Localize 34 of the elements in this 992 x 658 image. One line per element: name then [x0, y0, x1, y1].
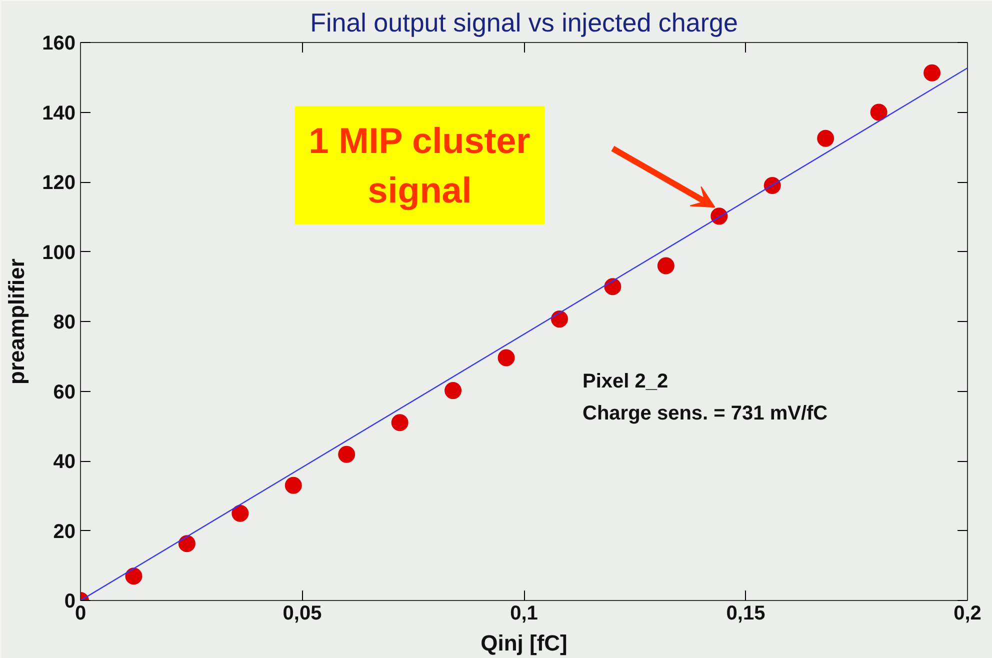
x-tick-label: 0,05	[282, 602, 322, 624]
point	[178, 535, 196, 552]
point	[817, 130, 834, 147]
y-tick-label: 20	[53, 520, 76, 543]
point	[870, 104, 888, 121]
annotation: 1 MIP cluster signal	[308, 120, 530, 210]
x-tick-label: 0,1	[510, 602, 538, 624]
point	[391, 414, 408, 432]
chart-title: Final output signal vs injected charge	[310, 8, 738, 38]
point	[604, 278, 622, 296]
y-tick-label: 80	[53, 312, 76, 334]
annotation: Charge sens. = 731 mV/fC	[582, 402, 828, 424]
y-tick-label: 100	[42, 242, 76, 264]
y-axis-title: preamplifier	[4, 258, 30, 384]
point	[924, 64, 941, 82]
y-tick-label: 120	[42, 172, 76, 194]
point	[125, 568, 142, 585]
point	[657, 257, 674, 274]
point	[284, 476, 302, 494]
x-tick-label: 0,2	[954, 602, 982, 624]
point	[710, 208, 728, 225]
point	[232, 504, 249, 522]
point	[498, 349, 515, 366]
point	[550, 310, 568, 328]
annotation: Pixel 2_2	[582, 370, 668, 392]
point	[444, 382, 462, 400]
x-tick-label: 0,15	[726, 602, 766, 624]
y-tick-label: 140	[42, 102, 76, 124]
y-tick-label: 40	[53, 451, 76, 473]
y-tick-label: 60	[53, 381, 76, 404]
point	[338, 446, 356, 463]
y-tick-label: 160	[42, 32, 76, 54]
point	[764, 177, 781, 194]
x-axis-title: Qinj [fC]	[480, 630, 568, 656]
